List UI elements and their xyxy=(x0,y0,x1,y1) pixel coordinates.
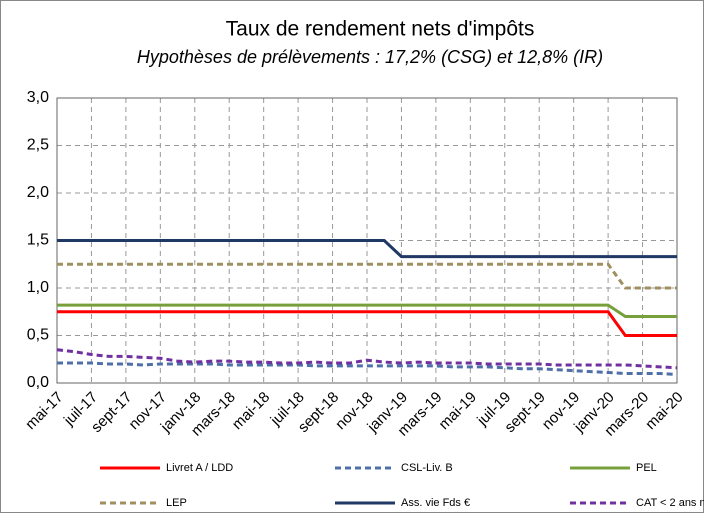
legend-label: CAT < 2 ans net xyxy=(636,497,704,509)
series-line xyxy=(57,310,677,337)
y-tick-label: 0,0 xyxy=(27,374,49,391)
y-tick-label: 1,0 xyxy=(27,279,49,296)
series-line xyxy=(56,348,678,370)
series-line xyxy=(57,262,677,290)
y-tick-label: 2,5 xyxy=(27,137,49,154)
legend-label: CSL-Liv. B xyxy=(401,462,453,474)
y-tick-label: 2,0 xyxy=(27,184,49,201)
y-tick-label: 3,0 xyxy=(27,89,49,106)
series-line xyxy=(57,239,677,259)
legend-label: Livret A / LDD xyxy=(166,462,233,474)
y-tick-label: 1,5 xyxy=(27,232,49,249)
series-line xyxy=(57,361,678,376)
chart-title: Taux de rendement nets d'impôts xyxy=(226,18,535,41)
legend-label: Ass. vie Fds € xyxy=(401,497,470,509)
legend-label: PEL xyxy=(636,462,657,474)
chart-subtitle: Hypothèses de prélèvements : 17,2% (CSG)… xyxy=(137,47,603,67)
y-tick-label: 0,5 xyxy=(27,327,49,344)
legend-label: LEP xyxy=(166,497,187,509)
series-line xyxy=(57,303,677,318)
